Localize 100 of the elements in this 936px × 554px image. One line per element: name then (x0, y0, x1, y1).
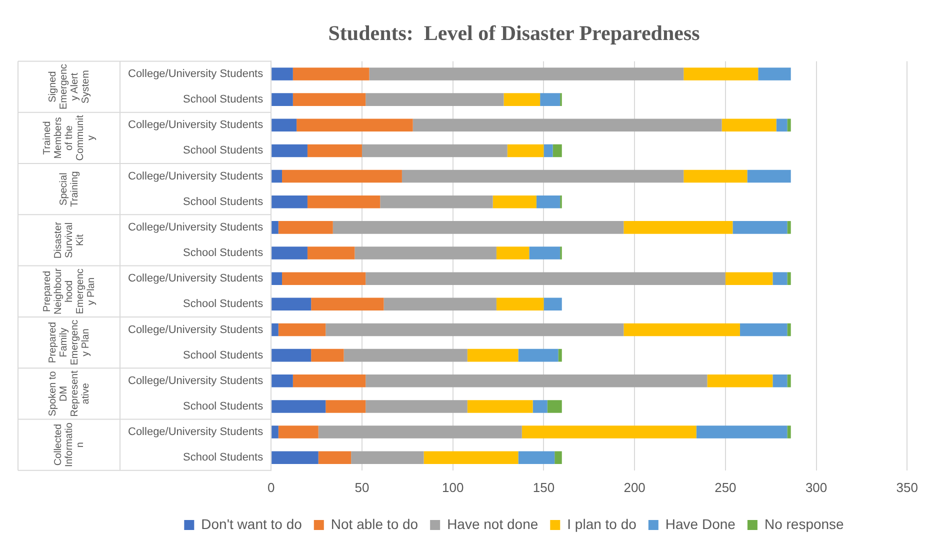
x-tick-label: 150 (532, 480, 555, 495)
bar (772, 272, 788, 285)
bar (776, 118, 788, 132)
legend-label: Have not done (447, 516, 538, 532)
bar (311, 298, 384, 311)
bar (332, 221, 624, 234)
bar (292, 374, 366, 388)
bar (558, 348, 562, 362)
bar (272, 195, 308, 208)
bar (278, 426, 318, 438)
y-tick-label: School Students (182, 247, 264, 260)
bar (540, 93, 560, 106)
bar (272, 68, 293, 80)
bar (787, 221, 791, 234)
bar (684, 68, 758, 80)
bar (366, 272, 726, 285)
y-tick-label: School Students (182, 94, 264, 106)
bar (369, 68, 684, 80)
bar (725, 272, 773, 285)
bar (326, 323, 624, 336)
bar (747, 170, 791, 183)
bar (272, 118, 297, 132)
bar (787, 426, 791, 438)
x-tick-label: 100 (442, 480, 464, 495)
bar (787, 272, 791, 285)
bar (402, 170, 684, 183)
bar (272, 348, 312, 362)
y-tick-label: College/University Students (128, 119, 264, 132)
bar (787, 118, 791, 132)
legend-label: I plan to do (567, 516, 637, 532)
bar (354, 246, 496, 260)
bar (384, 298, 496, 311)
bar (307, 246, 355, 260)
text: Spoken to DM Representative (47, 370, 92, 417)
bar (272, 374, 293, 388)
bar (492, 195, 536, 208)
legend-label: Don't want to do (201, 516, 302, 532)
y-tick-label: College/University Students (128, 221, 264, 234)
bar (758, 68, 791, 80)
bar (272, 426, 278, 438)
bar (544, 144, 553, 158)
bar (282, 272, 366, 285)
bar (740, 323, 788, 336)
bar (380, 195, 493, 208)
bar (318, 451, 352, 464)
bar (282, 170, 402, 183)
y-tick-label: College/University Students (128, 374, 264, 387)
bar (522, 426, 696, 438)
bar (296, 118, 413, 132)
text: Prepared Family Emergency Plan (47, 320, 92, 366)
legend-label: Have Done (665, 516, 736, 532)
bar (326, 400, 366, 413)
text: Trained Members of the Community (42, 114, 97, 161)
bar (362, 144, 508, 158)
bar (467, 348, 518, 362)
text: Signed Emergency Alert System (47, 64, 92, 110)
bar (307, 195, 380, 208)
y-tick-label: College/University Students (128, 426, 264, 438)
bar (707, 374, 773, 388)
chart-title: Students: Level of Disaster Preparedness (328, 21, 700, 46)
y-tick-label: School Students (182, 452, 264, 464)
text: Prepared Neighbourhood Emergency Plan (42, 268, 97, 314)
bar (272, 93, 293, 106)
bar (518, 348, 558, 362)
bar (624, 323, 740, 336)
bar (272, 323, 278, 336)
bar (272, 272, 282, 285)
bar (366, 93, 504, 106)
bar (507, 144, 544, 158)
legend-label: Not able to do (330, 516, 418, 532)
bar (272, 221, 278, 234)
bar (696, 426, 788, 438)
bar (518, 451, 555, 464)
x-tick-label: 0 (268, 480, 275, 495)
y-tick-label: College/University Students (128, 272, 264, 285)
bar (366, 374, 708, 388)
bar (552, 144, 562, 158)
bar (272, 144, 308, 158)
bar (496, 246, 530, 260)
x-tick-label: 200 (624, 480, 646, 495)
bar (554, 451, 562, 464)
text: Special Training (58, 171, 80, 207)
y-tick-label: School Students (182, 349, 264, 362)
legend-label: No response (764, 516, 844, 532)
bar (344, 348, 468, 362)
text: Collected Information (52, 422, 86, 468)
y-tick-label: School Students (182, 400, 264, 412)
y-tick-label: College/University Students (128, 324, 264, 336)
bar (278, 221, 333, 234)
bar (467, 400, 533, 413)
bar (412, 118, 722, 132)
bar (366, 400, 468, 413)
bar (787, 323, 791, 336)
bar (307, 144, 362, 158)
bar (272, 400, 326, 413)
bar (732, 221, 788, 234)
bar (424, 451, 518, 464)
x-tick-label: 250 (714, 480, 736, 495)
bar (787, 374, 791, 388)
bar (272, 451, 318, 464)
